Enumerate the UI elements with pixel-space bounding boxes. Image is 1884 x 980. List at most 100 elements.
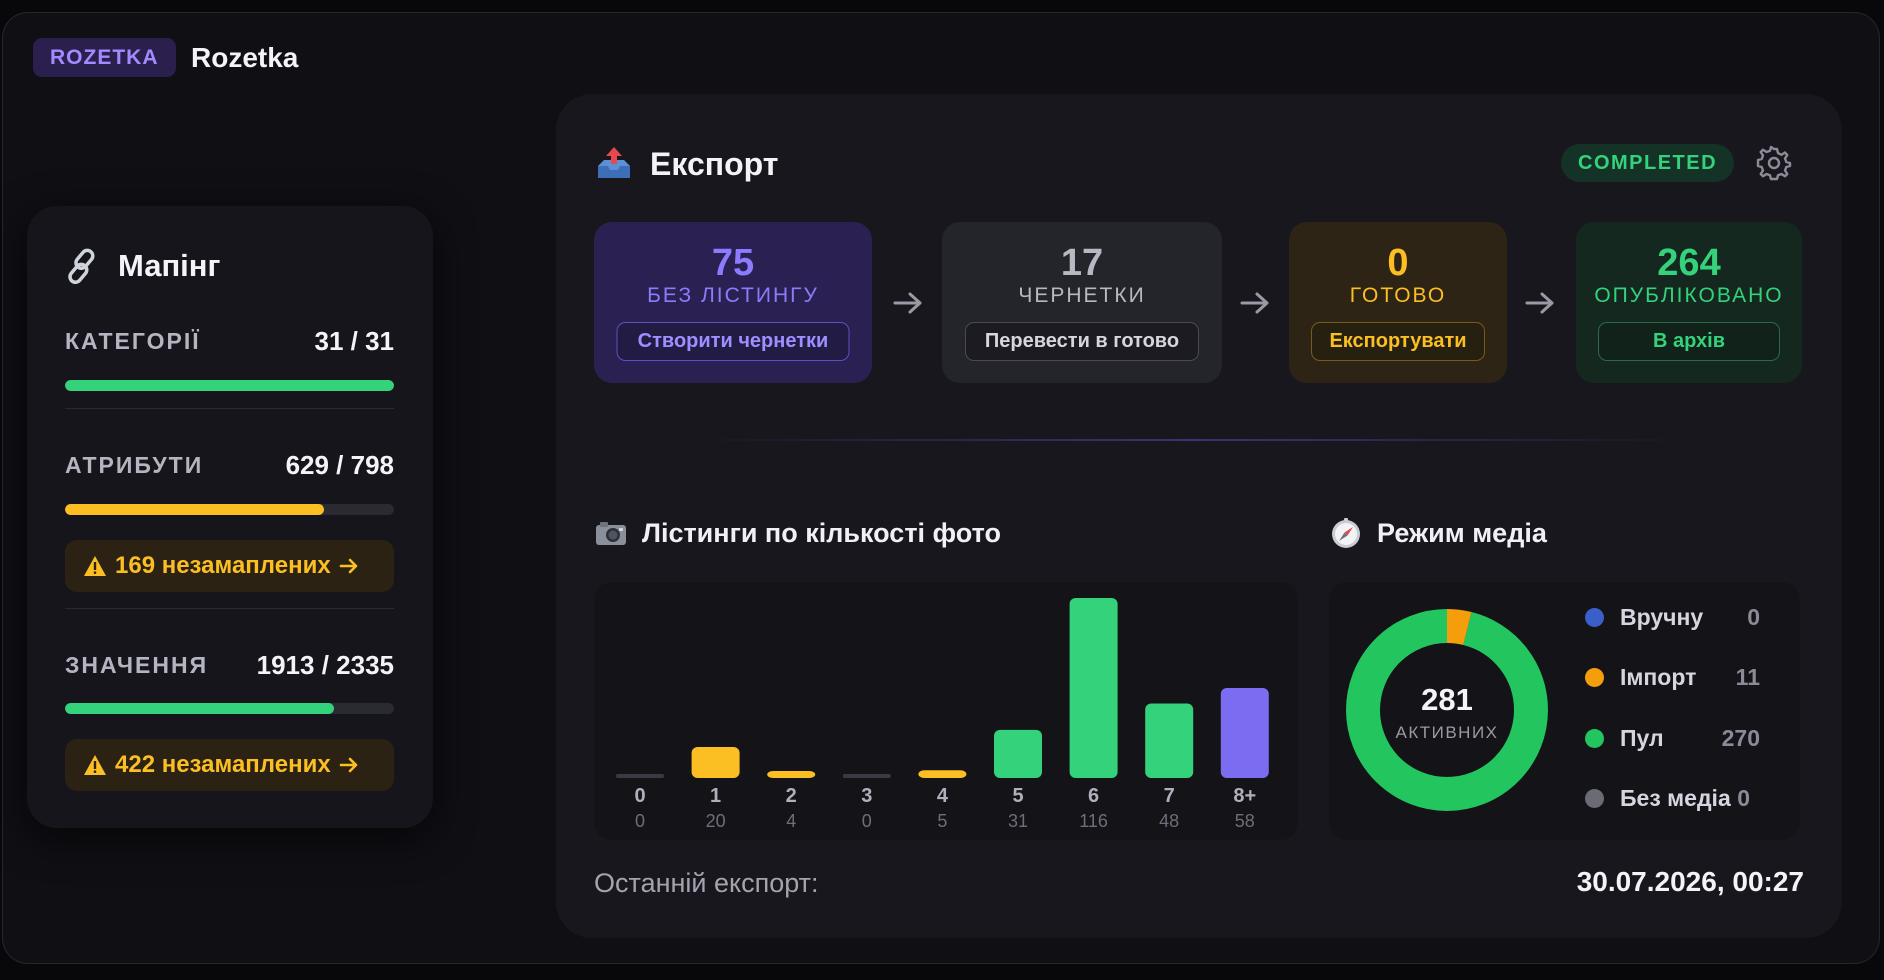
stage-label: ГОТОВО: [1349, 284, 1447, 307]
last-export-label: Останній експорт:: [594, 868, 819, 898]
bar-4: [918, 770, 967, 778]
legend-dot: [1585, 788, 1604, 808]
mapping-card: Мапінг КАТЕГОРІЇ 31 / 31 АТРИБУТИ 629 / …: [27, 206, 433, 828]
bar-0: [616, 774, 664, 778]
photos-chart-title-text: Лістинги по кількості фото: [642, 517, 1001, 548]
warning-icon: [84, 556, 106, 576]
arrow-right-icon: [339, 558, 357, 574]
legend-label: Вручну: [1620, 603, 1704, 630]
bar-5: [994, 729, 1042, 778]
photos-bar-chart: 0 0 1 20 2 4 3 0 4 5 5 31 6 116 7 48 8+ 58: [616, 598, 1269, 831]
legend-count: 0: [1737, 784, 1750, 811]
bar-7: [1145, 703, 1194, 778]
data-label: 4: [786, 811, 796, 831]
data-label: 58: [1235, 811, 1255, 831]
donut-slice-2: [1346, 609, 1548, 811]
separator: [686, 439, 1696, 441]
mapping-title: Мапінг: [64, 246, 220, 286]
data-label: 48: [1159, 811, 1179, 831]
tick-label: 2: [786, 785, 797, 807]
attributes-progress-bar: [65, 504, 394, 515]
link-icon: [68, 248, 95, 285]
data-label: 116: [1079, 811, 1108, 831]
donut-center-value: 281: [1421, 682, 1473, 717]
values-label: ЗНАЧЕННЯ: [65, 652, 209, 678]
arrow-right-icon: [893, 292, 922, 314]
data-label: 20: [706, 811, 726, 831]
warning-icon: [84, 755, 106, 775]
bar-2: [767, 771, 816, 778]
legend-count: 0: [1747, 603, 1760, 630]
arrow-right-icon: [339, 757, 357, 773]
media-chart-title: Режим медіа: [1329, 516, 1547, 550]
mapping-title-text: Мапінг: [118, 248, 221, 283]
tick-label: 6: [1088, 785, 1099, 807]
export-title-text: Експорт: [650, 145, 779, 182]
media-chart: 281 АКТИВНИХ Вручну 0 Імпорт 11 Пул 270 Б…: [1329, 582, 1800, 840]
legend-item-no-media: Без медіа 0: [1585, 783, 1785, 813]
categories-value: 31 / 31: [314, 326, 394, 356]
legend-count: 11: [1735, 663, 1760, 690]
tick-label: 1: [710, 785, 721, 807]
legend-label: Без медіа: [1620, 784, 1731, 811]
mark-ready-button[interactable]: Перевести в готово: [965, 322, 1199, 361]
outbox-tray-icon: [598, 147, 630, 178]
export-button[interactable]: Експортувати: [1311, 322, 1485, 361]
marketplace-tag: ROZETKA: [33, 38, 176, 77]
legend-count: 270: [1721, 724, 1760, 751]
stage-label: ЧЕРНЕТКИ: [1018, 284, 1146, 307]
stage-published: 264 ОПУБЛІКОВАНО В архів: [1576, 222, 1802, 383]
legend-label: Імпорт: [1620, 663, 1697, 690]
data-label: 5: [937, 811, 947, 831]
media-donut-chart: 281 АКТИВНИХ: [1346, 609, 1548, 811]
divider: [65, 608, 394, 609]
bar-8+: [1220, 688, 1269, 778]
compass-icon: [1332, 518, 1360, 548]
create-drafts-button[interactable]: Створити чернетки: [616, 322, 850, 361]
data-label: 31: [1008, 811, 1028, 831]
categories-progress-bar: [65, 380, 394, 391]
tick-label: 0: [634, 785, 645, 807]
attributes-unmapped-button[interactable]: 169 незамаплених: [65, 540, 394, 592]
divider: [65, 408, 394, 409]
stage-count: 264: [1657, 242, 1721, 284]
export-title: Експорт: [594, 144, 778, 184]
legend-item-manual: Вручну 0: [1585, 602, 1785, 632]
legend-label: Пул: [1620, 724, 1664, 751]
status-badge: COMPLETED: [1561, 144, 1735, 182]
arrow-right-icon: [1525, 292, 1554, 314]
values-unmapped-button[interactable]: 422 незамаплених: [65, 739, 394, 791]
stage-ready: 0 ГОТОВО Експортувати: [1289, 222, 1507, 383]
legend-item-import: Імпорт 11: [1585, 662, 1785, 692]
attributes-label: АТРИБУТИ: [65, 452, 204, 478]
legend-dot: [1585, 728, 1604, 748]
attributes-value: 629 / 798: [285, 450, 394, 480]
values-unmapped-text: 422 незамаплених: [115, 751, 331, 778]
legend-dot: [1585, 667, 1604, 687]
stage-count: 17: [1060, 242, 1104, 284]
photos-chart-title: Лістинги по кількості фото: [594, 516, 1001, 550]
tick-label: 4: [937, 785, 949, 807]
camera-icon: [596, 522, 626, 545]
gear-icon[interactable]: [1756, 145, 1792, 181]
attributes-progress-fill: [65, 504, 325, 515]
legend-item-pool: Пул 270: [1585, 723, 1785, 753]
bar-6: [1069, 598, 1118, 778]
tick-label: 7: [1164, 785, 1175, 807]
last-export-value: 30.07.2026, 00:27: [1576, 866, 1804, 897]
page-title: Rozetka: [191, 42, 299, 73]
values-progress-fill: [65, 703, 335, 714]
categories-label: КАТЕГОРІЇ: [65, 328, 201, 354]
stage-label: ОПУБЛІКОВАНО: [1594, 284, 1784, 307]
tick-label: 8+: [1233, 785, 1256, 807]
export-panel: Експорт COMPLETED 75 БЕЗ ЛІСТИНГУ Створи…: [556, 94, 1842, 938]
stage-no-listing: 75 БЕЗ ЛІСТИНГУ Створити чернетки: [594, 222, 872, 383]
donut-center-label: АКТИВНИХ: [1395, 723, 1498, 742]
arrow-right-icon: [1240, 292, 1269, 314]
data-label: 0: [862, 811, 872, 831]
archive-button[interactable]: В архів: [1598, 322, 1780, 361]
media-chart-title-text: Режим медіа: [1377, 517, 1547, 548]
values-progress-bar: [65, 703, 394, 714]
bar-1: [691, 746, 740, 778]
data-label: 0: [635, 811, 645, 831]
